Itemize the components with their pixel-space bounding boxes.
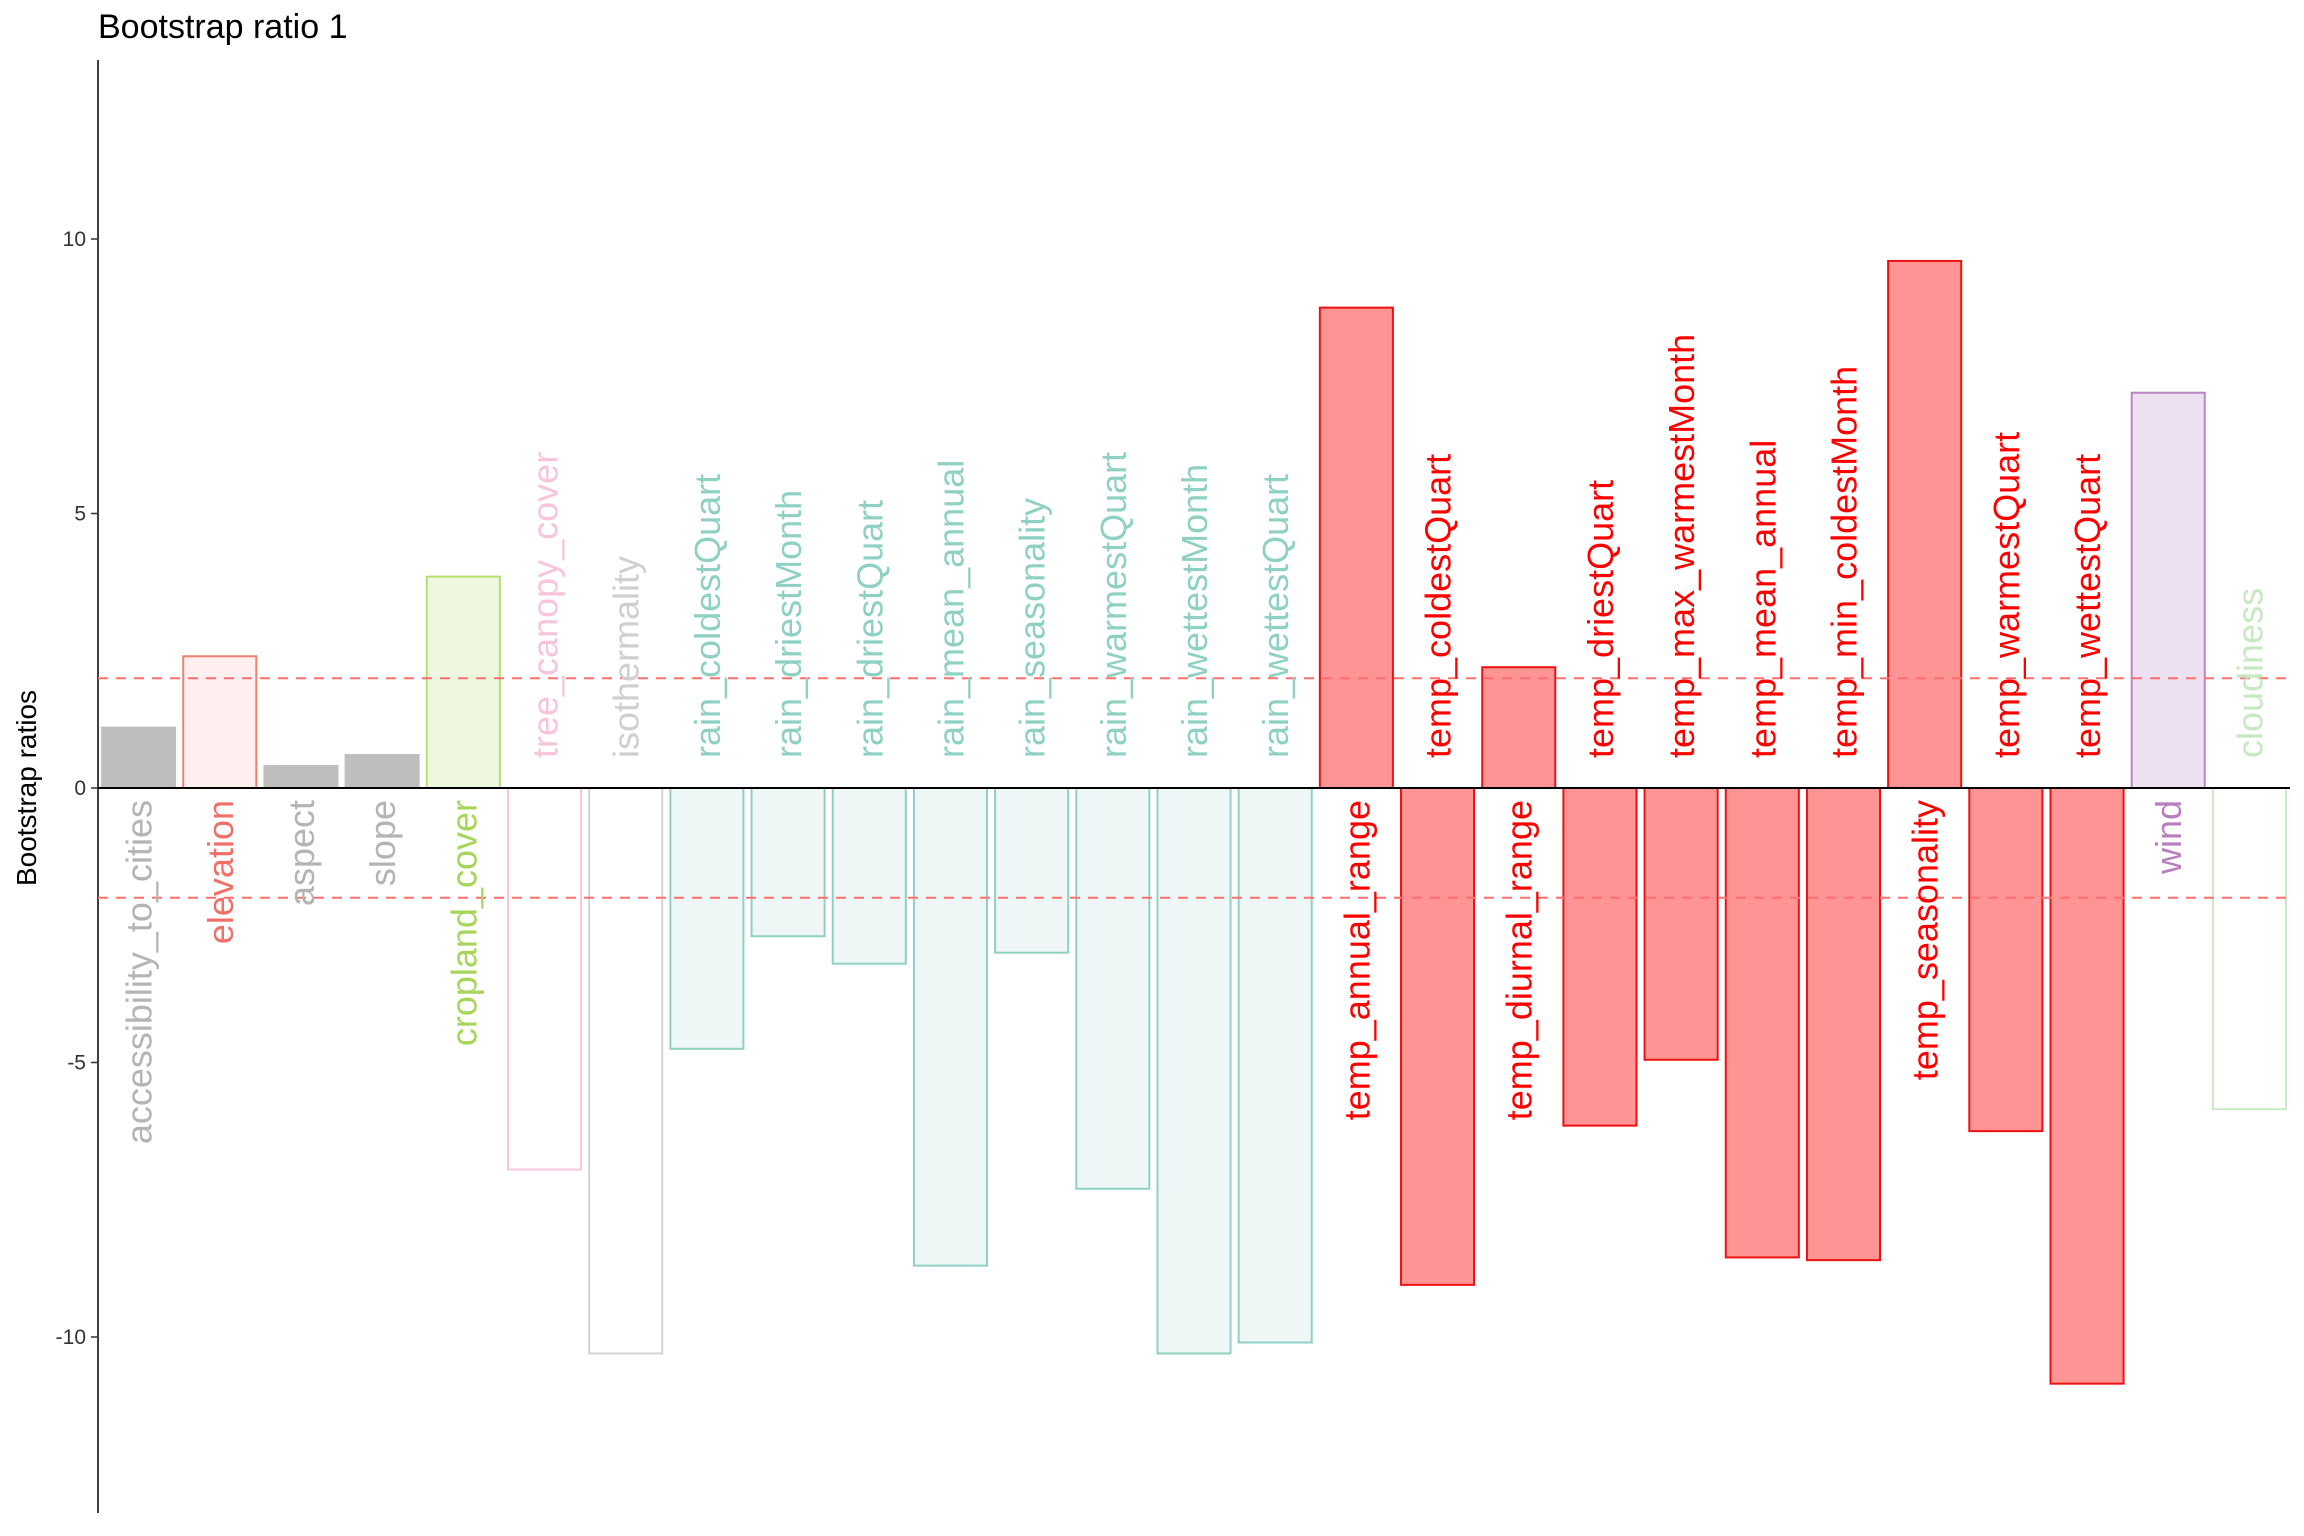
bar-slope — [344, 754, 420, 789]
y-tick-label-0: 0 — [74, 777, 86, 800]
bar-accessibility_to_cities — [101, 726, 177, 789]
y-tick-label--5: -5 — [67, 1052, 86, 1075]
bar-isothermality — [588, 787, 664, 1355]
bar-wind — [2130, 391, 2206, 789]
bar-label-rain_seasonality: rain_seasonality — [1012, 498, 1053, 758]
bar-temp_seasonality — [1887, 259, 1963, 789]
bar-label-temp_annual_range: temp_annual_range — [1336, 800, 1377, 1120]
bar-label-rain_mean_annual: rain_mean_annual — [930, 460, 971, 758]
y-tick-label-10: 10 — [63, 228, 86, 251]
bar-label-aspect: aspect — [281, 800, 322, 906]
y-tick-label-5: 5 — [74, 503, 86, 526]
bar-rain_seasonality — [994, 787, 1070, 954]
bar-temp_coldestQuart — [1400, 787, 1476, 1286]
bar-label-rain_warmestQuart: rain_warmestQuart — [1093, 452, 1134, 758]
bar-label-slope: slope — [362, 800, 403, 886]
bar-label-rain_wettestMonth: rain_wettestMonth — [1174, 464, 1215, 758]
bar-label-temp_driestQuart: temp_driestQuart — [1580, 480, 1621, 758]
bar-label-temp_min_coldestMonth: temp_min_coldestMonth — [1823, 366, 1864, 758]
y-axis-title: Bootstrap ratios — [11, 690, 42, 886]
bar-label-rain_coldestQuart: rain_coldestQuart — [687, 474, 728, 758]
bar-label-rain_wettestQuart: rain_wettestQuart — [1255, 474, 1296, 758]
bar-rain_driestQuart — [831, 787, 907, 965]
bar-elevation — [182, 655, 258, 789]
bar-label-accessibility_to_cities: accessibility_to_cities — [119, 800, 160, 1144]
bar-rain_driestMonth — [750, 787, 826, 938]
bar-aspect — [263, 765, 339, 789]
bar-label-temp_warmestQuart: temp_warmestQuart — [1986, 432, 2027, 758]
bar-temp_wettestQuart — [2049, 787, 2125, 1385]
bar-label-temp_seasonality: temp_seasonality — [1905, 800, 1946, 1080]
chart-title: Bootstrap ratio 1 — [98, 8, 348, 46]
bar-temp_driestQuart — [1562, 787, 1638, 1127]
bar-rain_warmestQuart — [1075, 787, 1151, 1190]
y-tick-label--10: -10 — [56, 1326, 86, 1349]
bar-label-wind: wind — [2148, 800, 2189, 875]
bar-label-cloudiness: cloudiness — [2229, 588, 2270, 758]
bar-label-tree_canopy_cover: tree_canopy_cover — [525, 452, 566, 758]
bar-temp_diurnal_range — [1481, 666, 1557, 789]
bar-label-temp_diurnal_range: temp_diurnal_range — [1499, 800, 1540, 1120]
bar-temp_annual_range — [1318, 306, 1394, 789]
bar-rain_wettestQuart — [1237, 787, 1313, 1344]
bar-cloudiness — [2211, 787, 2287, 1111]
bar-temp_min_coldestMonth — [1805, 787, 1882, 1262]
bar-temp_mean_annual — [1724, 787, 1800, 1259]
bar-temp_max_warmestMonth — [1643, 787, 1719, 1061]
bar-rain_wettestMonth — [1156, 787, 1232, 1355]
bar-rain_coldestQuart — [669, 787, 745, 1050]
bar-temp_warmestQuart — [1968, 787, 2044, 1133]
bar-cropland_cover — [425, 575, 501, 790]
bar-label-rain_driestMonth: rain_driestMonth — [768, 490, 809, 758]
bar-label-temp_coldestQuart: temp_coldestQuart — [1418, 454, 1459, 758]
bar-label-temp_wettestQuart: temp_wettestQuart — [2067, 454, 2108, 758]
bar-label-temp_max_warmestMonth: temp_max_warmestMonth — [1661, 334, 1702, 758]
bar-label-temp_mean_annual: temp_mean_annual — [1742, 440, 1783, 758]
bar-label-rain_driestQuart: rain_driestQuart — [849, 500, 890, 758]
bar-label-isothermality: isothermality — [606, 556, 647, 758]
bar-label-elevation: elevation — [200, 800, 241, 944]
bar-rain_mean_annual — [912, 787, 988, 1267]
bar-label-cropland_cover: cropland_cover — [443, 800, 484, 1046]
bar-tree_canopy_cover — [506, 787, 583, 1171]
